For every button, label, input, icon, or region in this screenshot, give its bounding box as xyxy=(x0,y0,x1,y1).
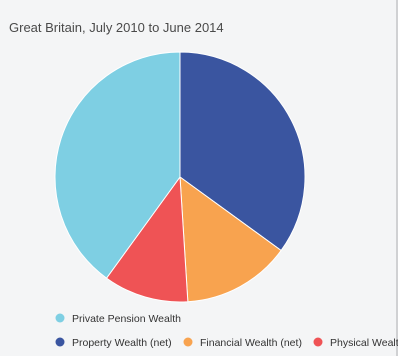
legend-marker-physical-wealth xyxy=(313,337,323,347)
legend-label-physical-wealth[interactable]: Physical Wealth xyxy=(330,337,398,349)
legend-marker-financial-wealth-net xyxy=(183,337,193,347)
pie-slice-property-wealth-net[interactable] xyxy=(179,51,306,252)
legend-label-private-pension-wealth[interactable]: Private Pension Wealth xyxy=(72,313,181,325)
pie-slice-financial-wealth-net[interactable] xyxy=(179,175,282,303)
pie-slice-private-pension-wealth[interactable] xyxy=(54,51,181,279)
legend-marker-private-pension-wealth xyxy=(55,313,65,323)
legend-marker-property-wealth-net xyxy=(55,337,65,347)
pie-slice-physical-wealth[interactable] xyxy=(105,175,189,303)
legend-label-property-wealth-net[interactable]: Property Wealth (net) xyxy=(72,337,172,349)
chart-subtitle: Great Britain, July 2010 to June 2014 xyxy=(9,20,224,35)
pie-slices xyxy=(54,51,306,303)
chart-legend: Private Pension Wealth Property Wealth (n… xyxy=(55,313,398,349)
legend-label-financial-wealth-net[interactable]: Financial Wealth (net) xyxy=(200,337,302,349)
